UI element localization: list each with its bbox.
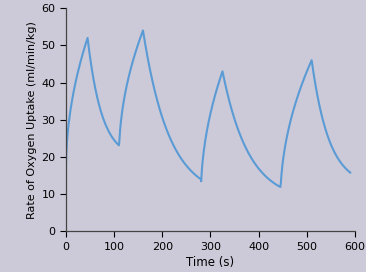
Y-axis label: Rate of Oxygen Uptake (ml/min/kg): Rate of Oxygen Uptake (ml/min/kg) [27, 21, 37, 219]
X-axis label: Time (s): Time (s) [186, 256, 235, 269]
